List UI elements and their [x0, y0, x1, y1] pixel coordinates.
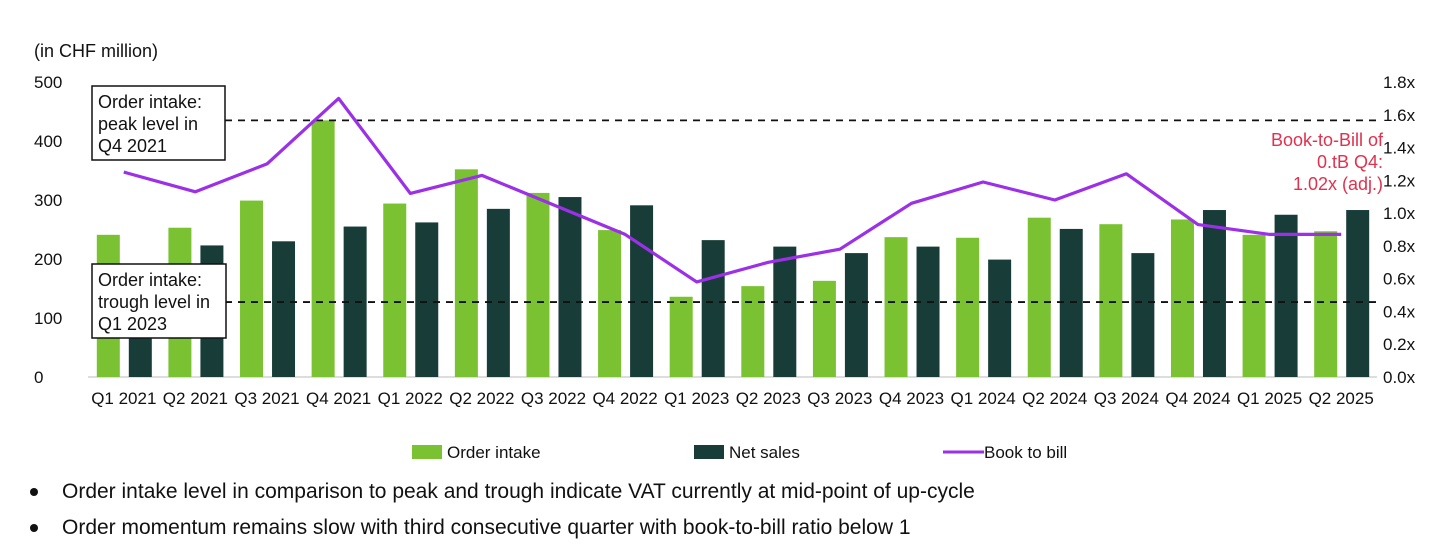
unit-label: (in CHF million) — [34, 41, 158, 61]
category-labels: Q1 2021 Q2 2021 Q3 2021 Q4 2021 Q1 2022 Q2 20… — [91, 389, 1374, 408]
book-to-bill-note: Book-to-Bill of 0.tB Q4: 1.02x (adj.) — [1271, 130, 1384, 194]
category-label: Q2 2024 — [1022, 389, 1087, 408]
right-tick-label: 1.8x — [1383, 73, 1416, 92]
peak-label-line: Q4 2021 — [98, 136, 167, 156]
right-tick-label: 0.2x — [1383, 335, 1416, 354]
legend-label-book-to-bill: Book to bill — [984, 443, 1067, 462]
bar-order-intake — [812, 280, 836, 377]
reference-lines — [225, 119, 1377, 303]
bar-net-sales — [1202, 210, 1226, 377]
bar-order-intake — [1242, 234, 1266, 377]
right-tick-label: 1.0x — [1383, 204, 1416, 223]
peak-label-line: Order intake: — [98, 92, 202, 112]
category-label: Q3 2024 — [1094, 389, 1159, 408]
category-label: Q1 2024 — [951, 389, 1016, 408]
peak-label-box: Order intake: peak level in Q4 2021 — [91, 85, 226, 161]
category-label: Q2 2021 — [163, 389, 228, 408]
category-label: Q4 2021 — [306, 389, 371, 408]
category-label: Q3 2023 — [807, 389, 872, 408]
left-tick-label: 200 — [34, 250, 62, 269]
bar-net-sales — [486, 208, 510, 377]
bar-net-sales — [1131, 253, 1155, 377]
bar-net-sales — [701, 240, 725, 377]
right-tick-label: 1.4x — [1383, 139, 1416, 158]
category-label: Q1 2025 — [1237, 389, 1302, 408]
bar-order-intake — [1099, 224, 1123, 377]
bar-net-sales — [916, 246, 940, 377]
right-tick-label: 1.2x — [1383, 171, 1416, 190]
bar-net-sales — [773, 246, 797, 377]
right-tick-label: 0.8x — [1383, 237, 1416, 256]
bar-net-sales — [630, 205, 654, 377]
bar-order-intake — [240, 200, 264, 377]
left-tick-label: 0 — [34, 368, 43, 387]
peak-label-line: peak level in — [98, 114, 198, 134]
bullet-dot — [30, 524, 38, 532]
note-line: Book-to-Bill of — [1271, 130, 1384, 150]
trough-label-box: Order intake: trough level in Q1 2023 — [91, 263, 227, 339]
trough-label-line: Order intake: — [98, 270, 202, 290]
bullet-item: Order intake level in comparison to peak… — [28, 474, 975, 510]
category-label: Q1 2022 — [378, 389, 443, 408]
legend-label-order-intake: Order intake — [447, 443, 541, 462]
category-label: Q1 2021 — [91, 389, 156, 408]
bar-order-intake — [454, 169, 478, 377]
bar-net-sales — [1346, 210, 1370, 377]
bar-net-sales — [844, 253, 868, 377]
bar-order-intake — [1027, 217, 1051, 377]
bar-net-sales — [1274, 214, 1298, 377]
category-label: Q4 2024 — [1165, 389, 1230, 408]
bar-order-intake — [598, 230, 622, 377]
bar-order-intake — [1170, 219, 1194, 377]
bullet-text: Order momentum remains slow with third c… — [62, 516, 911, 539]
right-tick-label: 0.0x — [1383, 368, 1416, 387]
category-label: Q4 2022 — [592, 389, 657, 408]
legend-label-net-sales: Net sales — [729, 443, 800, 462]
bullet-dot — [30, 488, 38, 496]
bar-order-intake — [741, 286, 765, 377]
right-tick-label: 0.4x — [1383, 302, 1416, 321]
left-tick-label: 100 — [34, 309, 62, 328]
book-to-bill-series — [123, 96, 1342, 284]
bar-net-sales — [988, 259, 1012, 377]
right-tick-label: 1.6x — [1383, 106, 1416, 125]
bar-order-intake — [669, 296, 693, 377]
legend-swatch-order-intake — [412, 445, 442, 459]
bar-order-intake — [1314, 231, 1338, 377]
legend-swatch-net-sales — [694, 445, 724, 459]
category-label: Q2 2023 — [736, 389, 801, 408]
bullet-list: Order intake level in comparison to peak… — [28, 474, 975, 546]
category-label: Q3 2021 — [234, 389, 299, 408]
legend: Order intake Net sales Book to bill — [412, 443, 1067, 462]
category-label: Q2 2025 — [1309, 389, 1374, 408]
category-label: Q1 2023 — [664, 389, 729, 408]
category-label: Q2 2022 — [449, 389, 514, 408]
book-to-bill-line — [123, 96, 1342, 284]
bar-order-intake — [311, 120, 335, 377]
left-axis-ticks: 0 100 200 300 400 500 — [34, 73, 62, 387]
trough-label-line: trough level in — [98, 292, 210, 312]
trough-label-line: Q1 2023 — [98, 314, 167, 334]
bar-order-intake — [383, 203, 407, 377]
bar-net-sales — [558, 197, 582, 377]
right-axis-ticks: 0.0x 0.2x 0.4x 0.6x 0.8x 1.0x 1.2x 1.4x 1.6x 1.8x — [1383, 73, 1416, 387]
bar-net-sales — [272, 241, 296, 377]
bullet-text: Order intake level in comparison to peak… — [62, 480, 975, 503]
bar-net-sales — [415, 222, 439, 377]
left-tick-label: 500 — [34, 73, 62, 92]
note-line: 1.02x (adj.) — [1293, 174, 1383, 194]
right-tick-label: 0.6x — [1383, 270, 1416, 289]
bar-order-intake — [956, 237, 980, 377]
left-tick-label: 300 — [34, 191, 62, 210]
category-label: Q3 2022 — [521, 389, 586, 408]
bullet-item: Order momentum remains slow with third c… — [28, 510, 975, 546]
category-label: Q4 2023 — [879, 389, 944, 408]
bar-order-intake — [526, 192, 550, 377]
bar-order-intake — [884, 237, 908, 377]
bars — [96, 120, 1370, 377]
note-line: 0.tB Q4: — [1317, 152, 1383, 172]
left-tick-label: 400 — [34, 132, 62, 151]
